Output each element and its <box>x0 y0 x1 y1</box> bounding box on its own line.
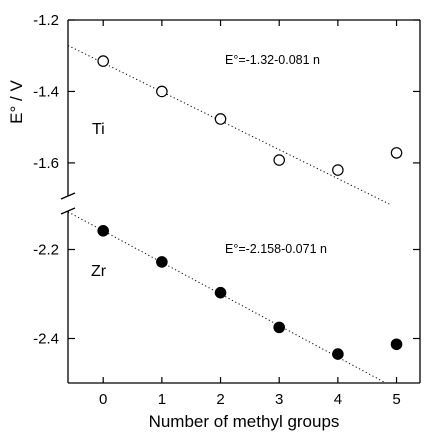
data-point-filled <box>273 321 285 334</box>
y-tick-label: -1.6 <box>33 155 59 172</box>
data-point-filled <box>97 225 109 237</box>
fit-line <box>67 45 390 205</box>
data-point-filled <box>156 256 168 268</box>
x-tick-label: 5 <box>392 391 400 408</box>
x-tick-label: 2 <box>216 391 224 408</box>
data-point-filled <box>390 338 403 351</box>
x-tick-label: 3 <box>275 391 283 408</box>
x-tick-label: 4 <box>334 391 342 408</box>
fit-equation-label: E°=-1.32-0.081 n <box>225 53 320 67</box>
series-label: Zr <box>91 263 107 280</box>
data-point-open <box>390 147 403 159</box>
axis-break-mark <box>60 192 76 200</box>
data-point-open <box>97 55 109 67</box>
data-point-open <box>273 154 285 166</box>
fit-equation-label: E°=-2.158-0.071 n <box>225 242 327 256</box>
series-label: Ti <box>92 121 105 138</box>
axes-frame <box>60 19 421 384</box>
x-tick-label: 1 <box>158 391 166 408</box>
tick-marks <box>68 19 420 383</box>
y-axis-title: E° / V <box>7 80 26 124</box>
data-points <box>97 55 403 360</box>
data-point-open <box>332 164 344 176</box>
y-tick-label: -2.4 <box>33 331 59 348</box>
data-point-open <box>214 113 227 125</box>
annotations: Number of methyl groups E° / V Ti E°=-1.32-… <box>7 53 339 431</box>
y-tick-label: -2.2 <box>33 242 59 259</box>
x-axis-title: Number of methyl groups <box>149 412 340 431</box>
tick-labels: 0 1 2 3 4 5 -1.2 -1.4 -1.6 -2.2 -2.4 <box>33 12 401 408</box>
data-point-filled <box>332 348 344 360</box>
x-tick-label: 0 <box>99 391 107 408</box>
fit-lines <box>67 45 390 384</box>
data-point-open <box>156 85 168 98</box>
y-tick-label: -1.2 <box>33 12 59 29</box>
data-point-filled <box>214 286 227 299</box>
y-tick-label: -1.4 <box>33 83 59 100</box>
axis-break-mark <box>60 207 76 215</box>
